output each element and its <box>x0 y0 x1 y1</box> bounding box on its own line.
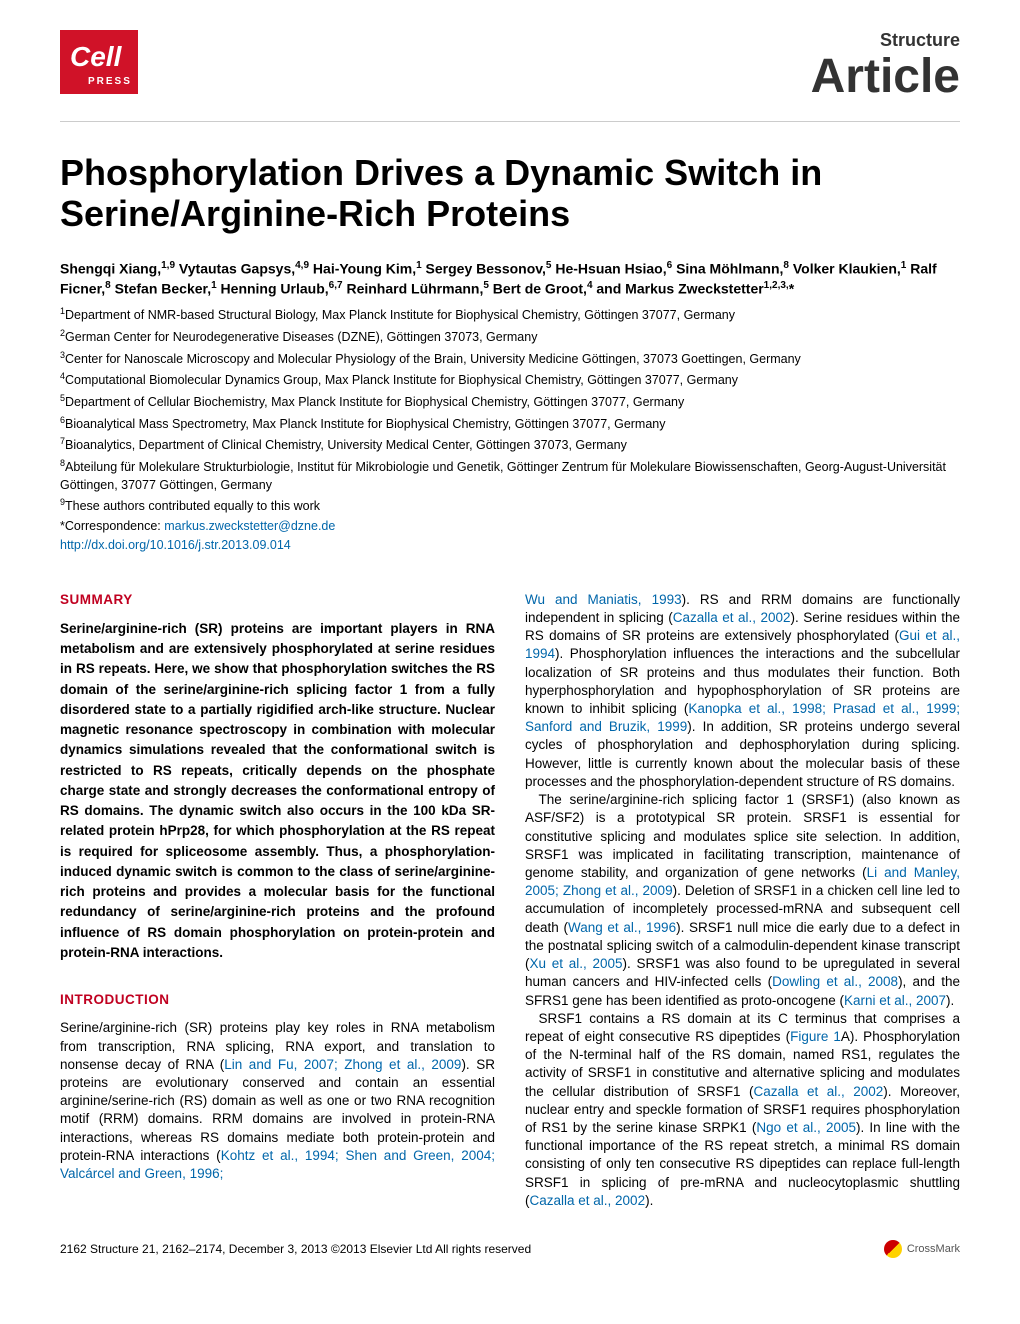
svg-text:Cell: Cell <box>70 41 123 72</box>
affiliation: 7Bioanalytics, Department of Clinical Ch… <box>60 435 960 455</box>
correspondence-email-link[interactable]: markus.zweckstetter@dzne.de <box>164 519 335 533</box>
doi-link[interactable]: http://dx.doi.org/10.1016/j.str.2013.09.… <box>60 538 291 552</box>
crossmark-icon <box>884 1240 902 1258</box>
cell-press-logo: Cell PRESS <box>60 30 138 94</box>
page-footer: 2162 Structure 21, 2162–2174, December 3… <box>60 1240 960 1258</box>
affiliation: 5Department of Cellular Biochemistry, Ma… <box>60 392 960 412</box>
affiliation: 4Computational Biomolecular Dynamics Gro… <box>60 370 960 390</box>
footer-citation: 2162 Structure 21, 2162–2174, December 3… <box>60 1242 531 1256</box>
affiliation: 1Department of NMR-based Structural Biol… <box>60 305 960 325</box>
summary-text: Serine/arginine-rich (SR) proteins are i… <box>60 619 495 963</box>
journal-name: Structure <box>811 30 960 51</box>
affiliation: 2German Center for Neurodegenerative Dis… <box>60 327 960 347</box>
left-column: SUMMARY Serine/arginine-rich (SR) protei… <box>60 591 495 1210</box>
author-list: Shengqi Xiang,1,9 Vytautas Gapsys,4,9 Ha… <box>60 259 960 300</box>
svg-text:PRESS: PRESS <box>88 76 132 87</box>
article-type: Article <box>811 53 960 101</box>
affiliation: 6Bioanalytical Mass Spectrometry, Max Pl… <box>60 414 960 434</box>
correspondence-line: *Correspondence: markus.zweckstetter@dzn… <box>60 518 960 536</box>
correspondence-label: *Correspondence: <box>60 519 164 533</box>
intro-paragraph-1: Serine/arginine-rich (SR) proteins play … <box>60 1019 495 1183</box>
body-paragraph: The serine/arginine-rich splicing factor… <box>525 791 960 1010</box>
crossmark-badge[interactable]: CrossMark <box>884 1240 960 1258</box>
page-header: Cell PRESS Structure Article <box>60 30 960 101</box>
right-column: Wu and Maniatis, 1993). RS and RRM domai… <box>525 591 960 1210</box>
body-paragraph: Wu and Maniatis, 1993). RS and RRM domai… <box>525 591 960 791</box>
body-paragraph: SRSF1 contains a RS domain at its C term… <box>525 1010 960 1210</box>
article-title: Phosphorylation Drives a Dynamic Switch … <box>60 152 960 235</box>
body-columns: SUMMARY Serine/arginine-rich (SR) protei… <box>60 591 960 1210</box>
header-divider <box>60 121 960 122</box>
affiliation: 8Abteilung für Molekulare Strukturbiolog… <box>60 457 960 494</box>
affiliation: 9These authors contributed equally to th… <box>60 496 960 516</box>
affiliations-block: 1Department of NMR-based Structural Biol… <box>60 305 960 554</box>
affiliation: 3Center for Nanoscale Microscopy and Mol… <box>60 349 960 369</box>
introduction-heading: INTRODUCTION <box>60 991 495 1009</box>
summary-heading: SUMMARY <box>60 591 495 609</box>
crossmark-label: CrossMark <box>907 1243 960 1255</box>
